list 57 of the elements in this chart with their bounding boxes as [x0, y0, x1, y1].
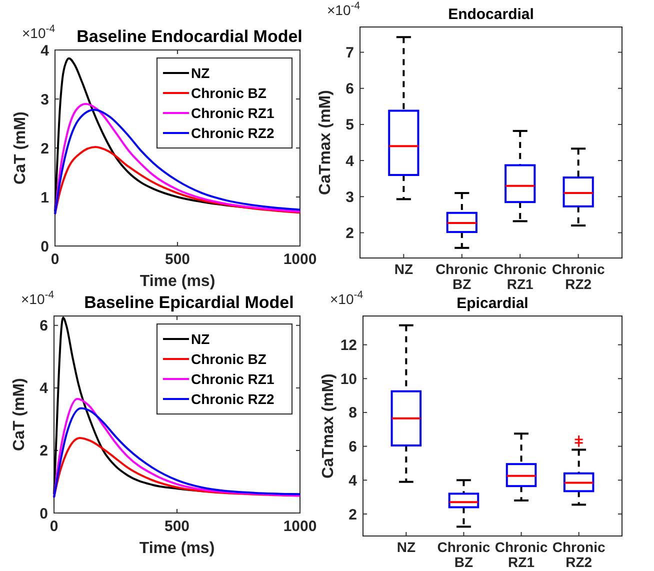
chart-title: Baseline Endocardial Model [76, 27, 302, 46]
y-tick-label: 7 [346, 44, 354, 62]
y-tick-label: 6 [348, 438, 357, 456]
legend-label: Chronic RZ1 [191, 370, 274, 387]
text: ×10$^{-4}$ [22, 23, 56, 41]
x-tick-label: NZ [394, 261, 414, 277]
legend-label: Chronic RZ2 [191, 390, 274, 407]
legend-label: NZ [191, 330, 210, 347]
x-tick-label: Chronic RZ2 [552, 261, 605, 292]
chart-title: Endocardial [448, 6, 534, 23]
line-series [53, 436, 301, 498]
y-tick-label: 4 [346, 152, 355, 170]
y-tick-label: 4 [40, 380, 49, 398]
y-tick-label: 3 [40, 91, 49, 108]
y-axis-title: CaTmax (mM) [320, 374, 337, 478]
y-tick-label: 0 [40, 505, 48, 522]
y-axis-title: CaTmax (mM) [317, 90, 334, 195]
x-tick-label: Chronic BZ [435, 261, 489, 292]
x-axis-title: Time (ms) [139, 540, 215, 557]
x-tick-label: Chronic RZ2 [552, 539, 606, 570]
legend-label: Chronic BZ [191, 84, 267, 101]
y-tick-label: 10 [340, 370, 357, 388]
x-tick-label: 1000 [283, 251, 317, 268]
line-series [54, 146, 301, 216]
x-axis-title: Time (ms) [140, 273, 216, 290]
x-tick-label: Chronic BZ [437, 539, 490, 570]
legend-label: Chronic RZ1 [191, 104, 274, 121]
y-axis-title: CaT (mM) [12, 112, 29, 184]
y-tick-label: 6 [40, 318, 48, 335]
chart-title: Epicardial [456, 295, 528, 312]
text: ×10$^{-4}$ [21, 289, 54, 307]
x-tick-label: 500 [164, 251, 190, 268]
y-tick-label: 2 [346, 224, 354, 242]
legend-label: Chronic RZ2 [191, 124, 274, 141]
text: ×10$^{-4}$ [330, 289, 364, 307]
chart-title: Baseline Epicardial Model [84, 293, 294, 312]
x-tick-label: 1000 [283, 518, 317, 535]
text: ×10$^{-4}$ [327, 0, 360, 18]
y-tick-label: 3 [346, 188, 354, 206]
legend-label: Chronic BZ [191, 350, 267, 367]
y-tick-label: 2 [348, 506, 357, 524]
y-tick-label: 2 [40, 140, 49, 158]
y-tick-label: 4 [40, 42, 50, 60]
y-tick-label: 8 [348, 404, 357, 422]
x-tick-label: 500 [164, 518, 190, 535]
x-tick-label: NZ [396, 539, 416, 555]
x-tick-label: Chronic RZ1 [494, 539, 548, 570]
x-tick-label: Chronic RZ1 [494, 261, 547, 292]
y-tick-label: 12 [340, 337, 357, 354]
y-tick-label: 1 [40, 189, 49, 206]
y-tick-label: 5 [346, 116, 354, 134]
y-tick-label: 6 [346, 80, 354, 98]
y-axis-title: CaT (mM) [11, 378, 28, 451]
legend-label: NZ [191, 64, 210, 81]
y-tick-label: 0 [40, 238, 49, 256]
y-tick-label: 4 [348, 472, 358, 490]
y-tick-label: 2 [40, 442, 48, 460]
